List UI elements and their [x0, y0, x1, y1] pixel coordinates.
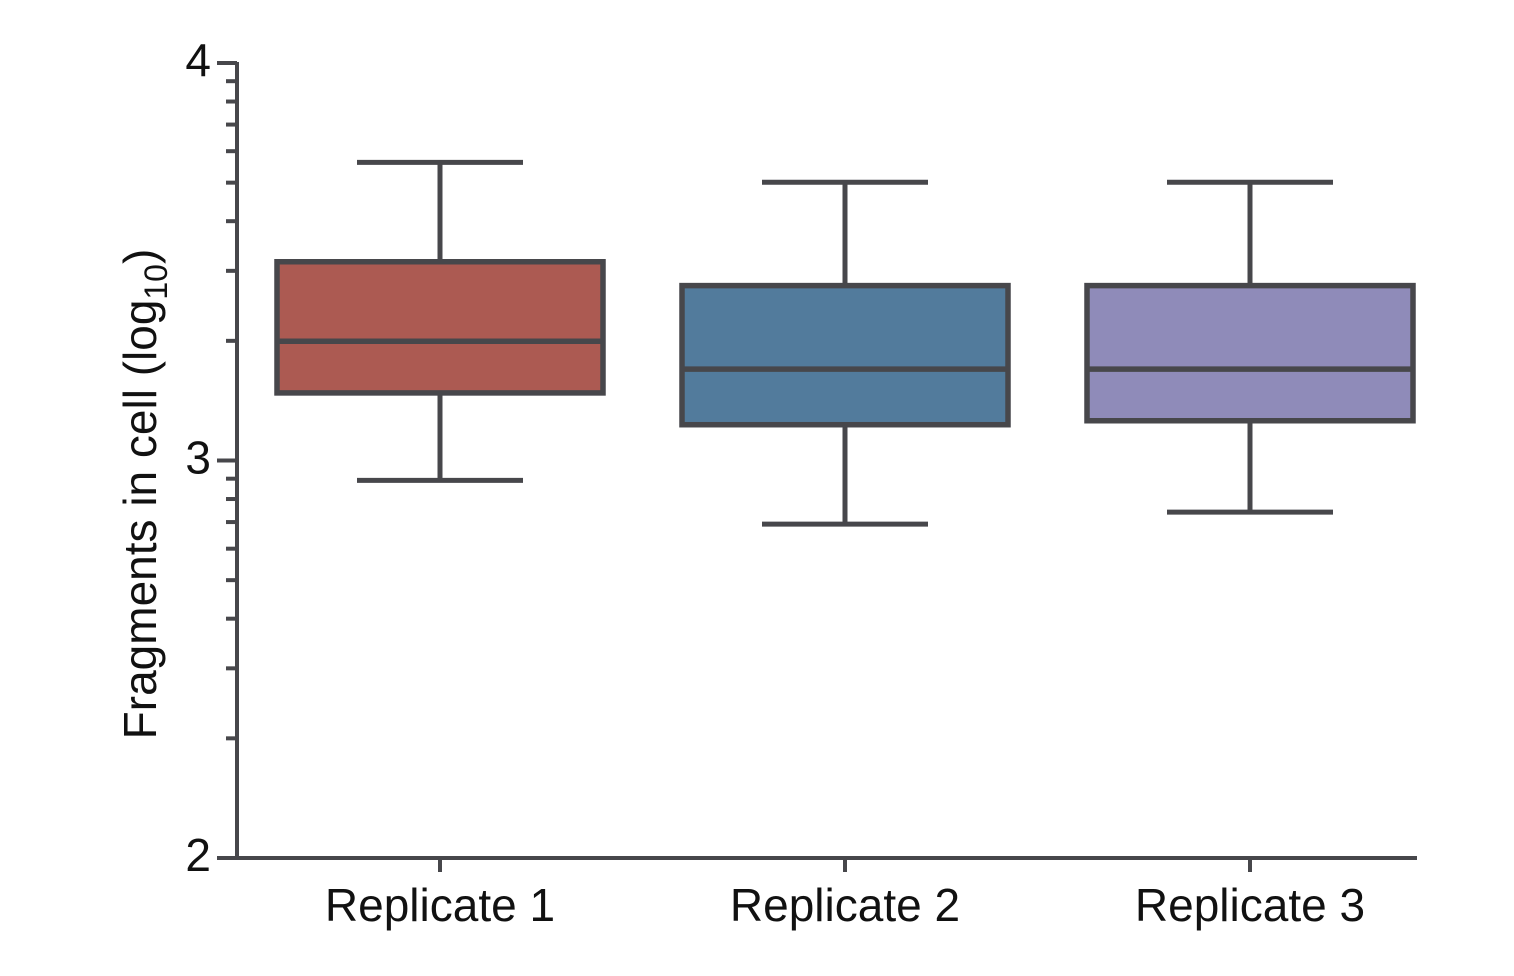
- y-tick-label: 3: [185, 432, 211, 484]
- box-replicate-3: [1084, 179, 1416, 515]
- box-replicate-1: [274, 159, 606, 483]
- y-tick-label: 2: [185, 829, 211, 881]
- iqr-box: [1084, 282, 1416, 424]
- y-tick-label: 4: [185, 34, 211, 86]
- x-category-label: Replicate 2: [730, 879, 960, 931]
- y-axis-label: Fragments in cell (log10): [114, 249, 174, 740]
- iqr-box: [679, 282, 1011, 428]
- iqr-box: [274, 259, 606, 396]
- box-replicate-2: [679, 179, 1011, 527]
- x-category-label: Replicate 3: [1135, 879, 1365, 931]
- x-category-label: Replicate 1: [325, 879, 555, 931]
